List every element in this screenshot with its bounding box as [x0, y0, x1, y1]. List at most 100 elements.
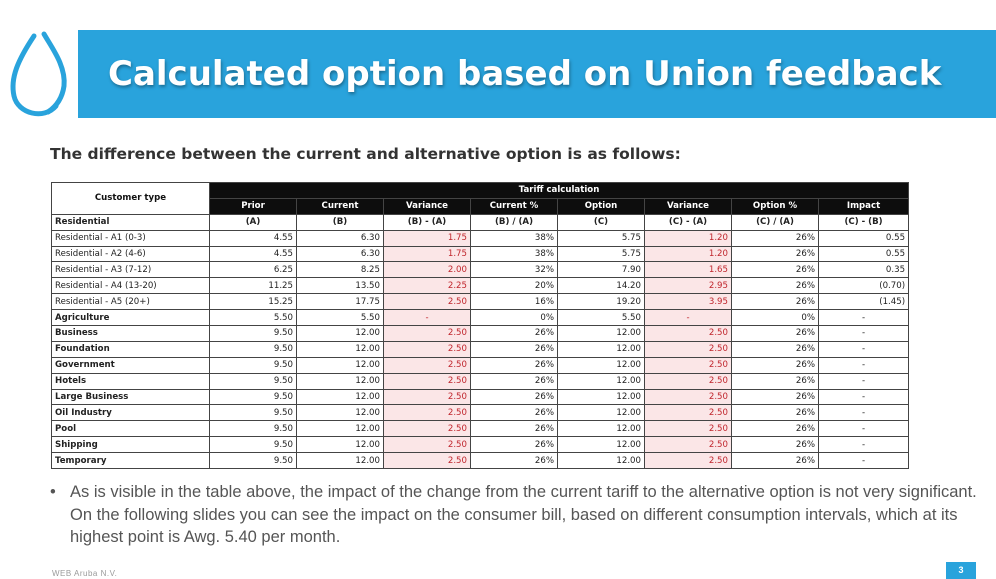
- customer-type-cell: Foundation: [51, 340, 210, 358]
- footer-company: WEB Aruba N.V.: [52, 569, 118, 578]
- table-row: Shipping 9.50 12.00 2.50 26% 12.00 2.50 26% -: [51, 436, 910, 454]
- customer-type-cell: Business: [51, 325, 210, 342]
- variance-cell: 2.50: [383, 325, 471, 342]
- title-banner: [78, 30, 996, 118]
- value-cell: 26%: [731, 404, 819, 422]
- variance-cell: 2.50: [383, 356, 471, 374]
- value-cell: 26%: [731, 420, 819, 438]
- value-cell: 15.25: [209, 293, 297, 311]
- value-cell: 12.00: [557, 420, 645, 438]
- value-cell: 12.00: [296, 372, 384, 390]
- value-cell: 6.30: [296, 245, 384, 263]
- value-cell: 7.90: [557, 261, 645, 279]
- value-cell: 26%: [731, 356, 819, 374]
- value-cell: 17.75: [296, 293, 384, 311]
- column-header: Current: [296, 197, 384, 215]
- value-cell: 12.00: [296, 404, 384, 422]
- value-cell: 11.25: [209, 277, 297, 295]
- variance-cell: 1.20: [644, 229, 732, 247]
- value-cell: 9.50: [209, 452, 297, 470]
- customer-type-cell: Residential - A1 (0-3): [51, 229, 210, 247]
- value-cell: (0.70): [817, 277, 910, 295]
- column-formula: (C) - (A): [644, 213, 732, 231]
- value-cell: -: [817, 325, 910, 342]
- variance-cell: 1.20: [644, 245, 732, 263]
- variance-cell: 2.50: [383, 293, 471, 311]
- value-cell: 26%: [731, 325, 819, 342]
- value-cell: -: [817, 340, 910, 358]
- table-row: Temporary 9.50 12.00 2.50 26% 12.00 2.50 26% -: [51, 452, 910, 470]
- value-cell: 12.00: [557, 436, 645, 454]
- variance-cell: 2.50: [644, 340, 732, 358]
- column-header: Prior: [209, 197, 297, 215]
- variance-cell: 2.50: [644, 325, 732, 342]
- variance-cell: 2.50: [383, 340, 471, 358]
- value-cell: -: [817, 436, 910, 454]
- value-cell: 6.25: [209, 261, 297, 279]
- variance-cell: 2.00: [383, 261, 471, 279]
- value-cell: 26%: [731, 277, 819, 295]
- variance-cell: 2.50: [644, 436, 732, 454]
- residential-group-label: Residential: [51, 213, 210, 231]
- value-cell: 13.50: [296, 277, 384, 295]
- value-cell: 9.50: [209, 372, 297, 390]
- table-row: Residential - A4 (13-20) 11.25 13.50 2.25 20…: [51, 277, 910, 295]
- table-row: Foundation 9.50 12.00 2.50 26% 12.00 2.50 26% -: [51, 340, 910, 358]
- table-row: Residential - A3 (7-12) 6.25 8.25 2.00 32% 7.…: [51, 261, 910, 279]
- table-row: Oil Industry 9.50 12.00 2.50 26% 12.00 2.50 26%…: [51, 404, 910, 422]
- value-cell: 26%: [731, 293, 819, 311]
- value-cell: 12.00: [557, 372, 645, 390]
- value-cell: 12.00: [296, 452, 384, 470]
- value-cell: 26%: [470, 356, 558, 374]
- value-cell: -: [817, 372, 910, 390]
- value-cell: 12.00: [296, 325, 384, 342]
- variance-cell: 2.50: [383, 388, 471, 406]
- column-formula: (B) - (A): [383, 213, 471, 231]
- column-header: Impact: [817, 197, 910, 215]
- value-cell: 9.50: [209, 340, 297, 358]
- value-cell: 12.00: [296, 340, 384, 358]
- table-row: Hotels 9.50 12.00 2.50 26% 12.00 2.50 26% -: [51, 372, 910, 390]
- column-header: Variance: [644, 197, 732, 215]
- value-cell: 5.75: [557, 245, 645, 263]
- value-cell: (1.45): [817, 293, 910, 311]
- value-cell: 4.55: [209, 245, 297, 263]
- value-cell: 12.00: [296, 356, 384, 374]
- customer-type-cell: Agriculture: [51, 309, 210, 327]
- table-row: Pool 9.50 12.00 2.50 26% 12.00 2.50 26% -: [51, 420, 910, 438]
- value-cell: 12.00: [557, 404, 645, 422]
- value-cell: 12.00: [557, 325, 645, 342]
- variance-cell: 1.75: [383, 229, 471, 247]
- value-cell: 26%: [470, 388, 558, 406]
- value-cell: -: [817, 388, 910, 406]
- column-formula: (B) / (A): [470, 213, 558, 231]
- value-cell: 26%: [470, 340, 558, 358]
- variance-cell: 3.95: [644, 293, 732, 311]
- customer-type-cell: Pool: [51, 420, 210, 438]
- value-cell: 5.75: [557, 229, 645, 247]
- variance-cell: 2.50: [644, 372, 732, 390]
- value-cell: 12.00: [557, 356, 645, 374]
- value-cell: 20%: [470, 277, 558, 295]
- customer-type-header: Customer type: [51, 182, 210, 215]
- value-cell: 0.35: [817, 261, 910, 279]
- variance-cell: -: [383, 309, 471, 327]
- value-cell: 5.50: [557, 309, 645, 327]
- value-cell: 26%: [731, 436, 819, 454]
- value-cell: 26%: [731, 340, 819, 358]
- customer-type-cell: Residential - A3 (7-12): [51, 261, 210, 279]
- value-cell: -: [817, 356, 910, 374]
- water-drop-logo-icon: [10, 31, 67, 117]
- slide-subtitle: The difference between the current and a…: [50, 145, 681, 163]
- value-cell: 4.55: [209, 229, 297, 247]
- variance-cell: 2.50: [383, 420, 471, 438]
- summary-bullet: • As is visible in the table above, the …: [50, 481, 980, 549]
- value-cell: 26%: [470, 372, 558, 390]
- customer-type-cell: Residential - A2 (4-6): [51, 245, 210, 263]
- variance-cell: 1.65: [644, 261, 732, 279]
- column-header: Variance: [383, 197, 471, 215]
- table-row: Business 9.50 12.00 2.50 26% 12.00 2.50 26% -: [51, 325, 910, 342]
- column-header: Option: [557, 197, 645, 215]
- table-row: Government 9.50 12.00 2.50 26% 12.00 2.50 26% -: [51, 356, 910, 374]
- value-cell: 26%: [470, 436, 558, 454]
